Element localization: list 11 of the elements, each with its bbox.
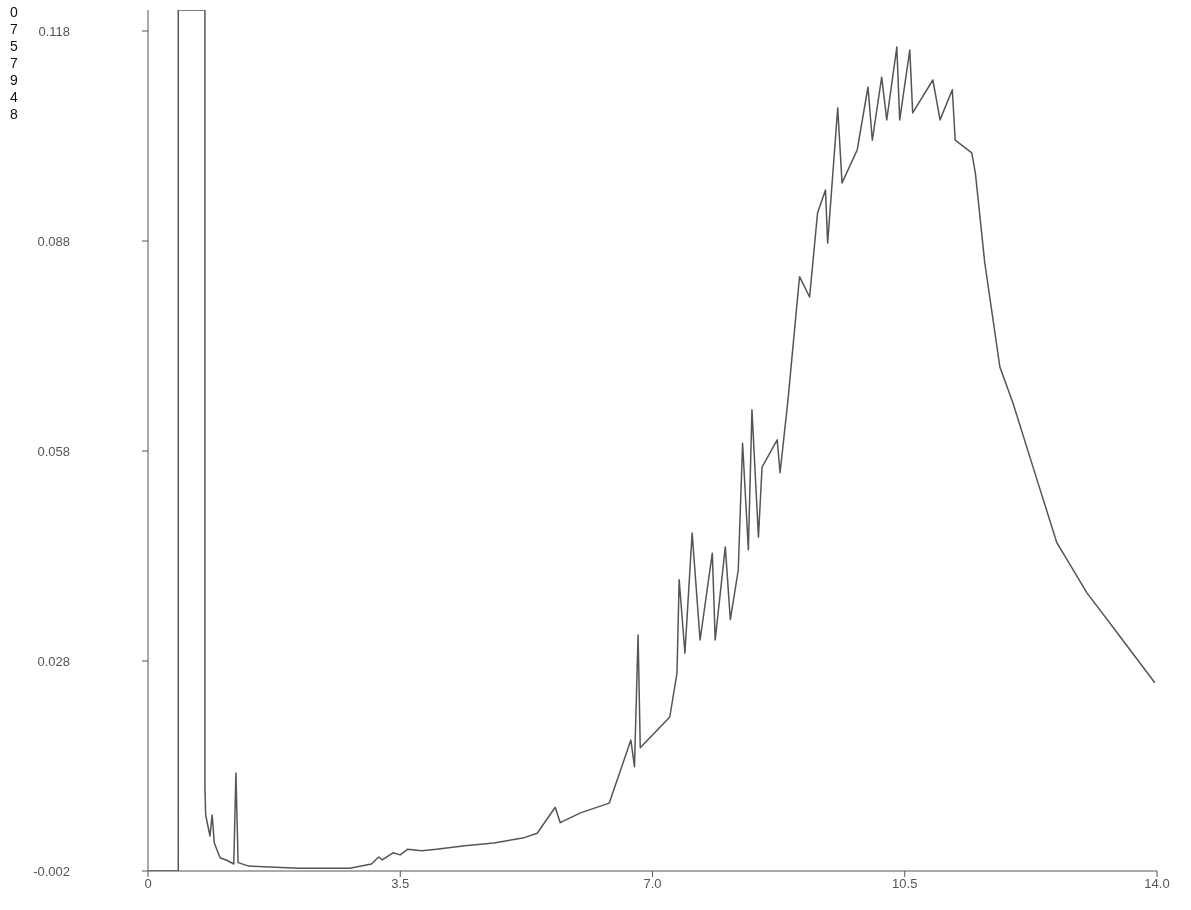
y-tick-label: 0.088 (37, 233, 70, 249)
x-tick-label: 14.0 (1144, 876, 1170, 892)
x-tick-label: 10.5 (892, 876, 918, 892)
y-tick-label: 0.118 (38, 23, 70, 39)
text: 0757948 (10, 4, 18, 123)
y-tick-label: -0.002 (33, 863, 70, 879)
x-tick-label: 0 (144, 876, 152, 892)
y-tick-label: 0.058 (37, 443, 70, 459)
x-tick-label: 3.5 (391, 876, 410, 892)
y-tick-label: 0.028 (37, 653, 70, 669)
x-tick-label: 7.0 (643, 876, 662, 892)
